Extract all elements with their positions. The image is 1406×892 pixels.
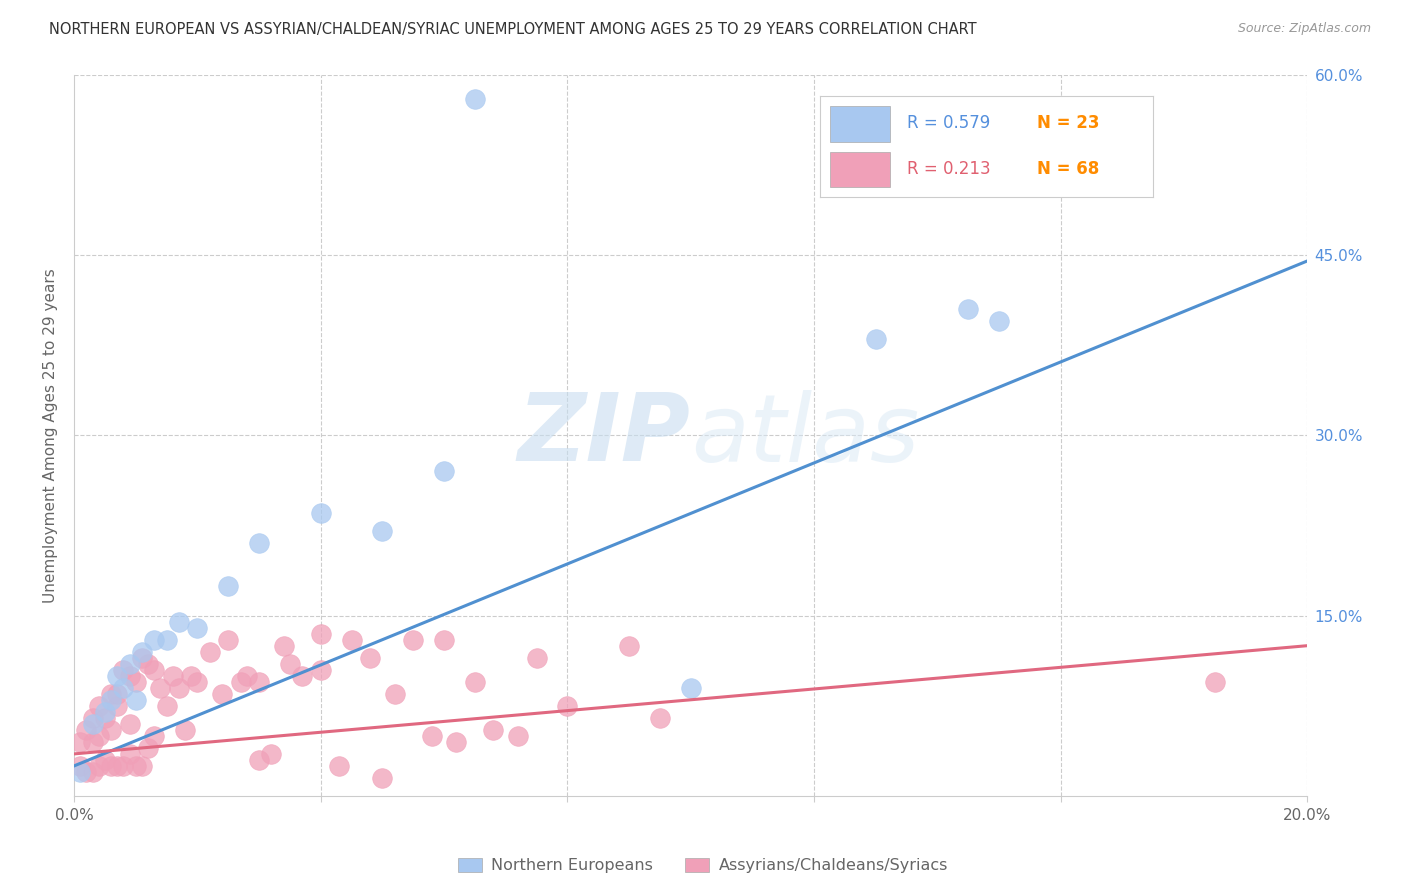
Point (464, 674, 486, 689)
Point (328, 759, 350, 773)
Point (174, 723, 197, 737)
Point (100, 687, 122, 701)
Point (198, 645, 221, 659)
Point (186, 621, 208, 635)
Point (278, 657, 301, 671)
Point (340, 632, 363, 647)
Point (557, 698, 579, 713)
Point (105, 687, 128, 701)
Point (100, 693, 122, 707)
Text: NORTHERN EUROPEAN VS ASSYRIAN/CHALDEAN/SYRIAC UNEMPLOYMENT AMONG AGES 25 TO 29 Y: NORTHERN EUROPEAN VS ASSYRIAN/CHALDEAN/S… (49, 22, 977, 37)
Point (105, 669, 128, 683)
Point (309, 663, 332, 677)
Point (865, 332, 887, 346)
Point (94, 711, 117, 725)
Point (87, 698, 110, 713)
Text: ZIP: ZIP (517, 389, 690, 482)
Point (143, 663, 166, 677)
Point (371, 771, 394, 785)
Point (75, 723, 97, 737)
Point (291, 669, 314, 683)
Point (155, 632, 177, 647)
Point (136, 740, 159, 755)
Point (371, 524, 394, 539)
Legend: Northern Europeans, Assyrians/Chaldeans/Syriacs: Northern Europeans, Assyrians/Chaldeans/… (451, 851, 955, 880)
Point (75, 764, 97, 779)
Point (359, 650, 381, 665)
Point (617, 639, 640, 653)
Point (247, 674, 270, 689)
Point (273, 639, 295, 653)
Point (136, 657, 159, 671)
Point (1204, 674, 1226, 689)
Point (260, 747, 283, 761)
Point (94, 705, 117, 719)
Point (217, 578, 239, 592)
Point (247, 753, 270, 767)
Point (149, 681, 172, 695)
Point (506, 729, 529, 743)
Point (526, 650, 548, 665)
Text: atlas: atlas (690, 390, 920, 481)
Point (229, 674, 252, 689)
Point (180, 669, 202, 683)
Point (155, 698, 177, 713)
Text: Source: ZipAtlas.com: Source: ZipAtlas.com (1237, 22, 1371, 36)
Point (87, 759, 110, 773)
Point (957, 301, 980, 316)
Point (112, 759, 135, 773)
Point (217, 632, 239, 647)
Point (309, 507, 332, 521)
Point (247, 536, 270, 550)
Point (118, 657, 141, 671)
Point (82, 711, 104, 725)
Point (118, 716, 141, 731)
Point (482, 723, 505, 737)
Point (679, 681, 702, 695)
Point (131, 645, 153, 659)
Point (112, 681, 135, 695)
Point (82, 716, 104, 731)
Point (464, 92, 486, 106)
Point (94, 753, 117, 767)
Point (69, 759, 91, 773)
Point (162, 669, 184, 683)
Point (402, 632, 425, 647)
Point (420, 729, 443, 743)
Point (100, 723, 122, 737)
Point (82, 735, 104, 749)
Point (433, 632, 456, 647)
Point (118, 669, 141, 683)
Point (211, 687, 233, 701)
Point (236, 669, 259, 683)
Point (69, 764, 91, 779)
Point (125, 693, 148, 707)
Point (105, 759, 128, 773)
Point (118, 747, 141, 761)
Point (69, 735, 91, 749)
Point (167, 615, 190, 629)
Point (186, 674, 208, 689)
Point (125, 674, 148, 689)
Point (433, 464, 456, 478)
Point (648, 711, 671, 725)
Point (167, 681, 190, 695)
Y-axis label: Unemployment Among Ages 25 to 29 years: Unemployment Among Ages 25 to 29 years (44, 268, 58, 603)
Point (309, 626, 332, 640)
Point (143, 729, 166, 743)
Point (988, 314, 1011, 328)
Point (143, 632, 166, 647)
Point (82, 764, 104, 779)
Point (105, 698, 128, 713)
Point (131, 650, 153, 665)
Point (100, 759, 122, 773)
Point (446, 735, 468, 749)
Point (131, 759, 153, 773)
Point (125, 759, 148, 773)
Point (112, 663, 135, 677)
Point (87, 729, 110, 743)
Point (384, 687, 406, 701)
